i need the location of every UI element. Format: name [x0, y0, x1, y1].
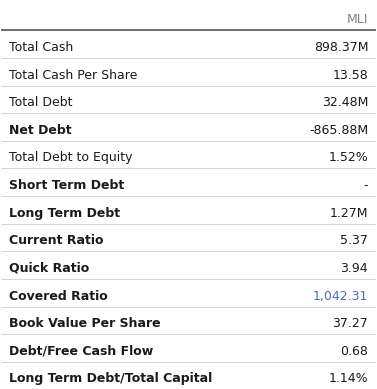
Text: Total Debt: Total Debt — [9, 96, 72, 109]
Text: -: - — [364, 179, 368, 192]
Text: Long Term Debt/Total Capital: Long Term Debt/Total Capital — [9, 372, 212, 385]
Text: Book Value Per Share: Book Value Per Share — [9, 317, 161, 330]
Text: 1,042.31: 1,042.31 — [313, 289, 368, 303]
Text: Current Ratio: Current Ratio — [9, 234, 103, 247]
Text: Short Term Debt: Short Term Debt — [9, 179, 124, 192]
Text: -865.88M: -865.88M — [309, 124, 368, 137]
Text: Covered Ratio: Covered Ratio — [9, 289, 107, 303]
Text: Quick Ratio: Quick Ratio — [9, 262, 89, 275]
Text: Net Debt: Net Debt — [9, 124, 72, 137]
Text: 1.27M: 1.27M — [329, 207, 368, 220]
Text: 32.48M: 32.48M — [322, 96, 368, 109]
Text: 3.94: 3.94 — [340, 262, 368, 275]
Text: MLI: MLI — [347, 13, 368, 26]
Text: Total Cash Per Share: Total Cash Per Share — [9, 68, 137, 82]
Text: 37.27: 37.27 — [333, 317, 368, 330]
Text: 1.14%: 1.14% — [328, 372, 368, 385]
Text: 1.52%: 1.52% — [328, 151, 368, 165]
Text: Total Cash: Total Cash — [9, 41, 73, 54]
Text: 0.68: 0.68 — [340, 345, 368, 358]
Text: 898.37M: 898.37M — [314, 41, 368, 54]
Text: Debt/Free Cash Flow: Debt/Free Cash Flow — [9, 345, 153, 358]
Text: Total Debt to Equity: Total Debt to Equity — [9, 151, 132, 165]
Text: 5.37: 5.37 — [340, 234, 368, 247]
Text: 13.58: 13.58 — [333, 68, 368, 82]
Text: Long Term Debt: Long Term Debt — [9, 207, 120, 220]
